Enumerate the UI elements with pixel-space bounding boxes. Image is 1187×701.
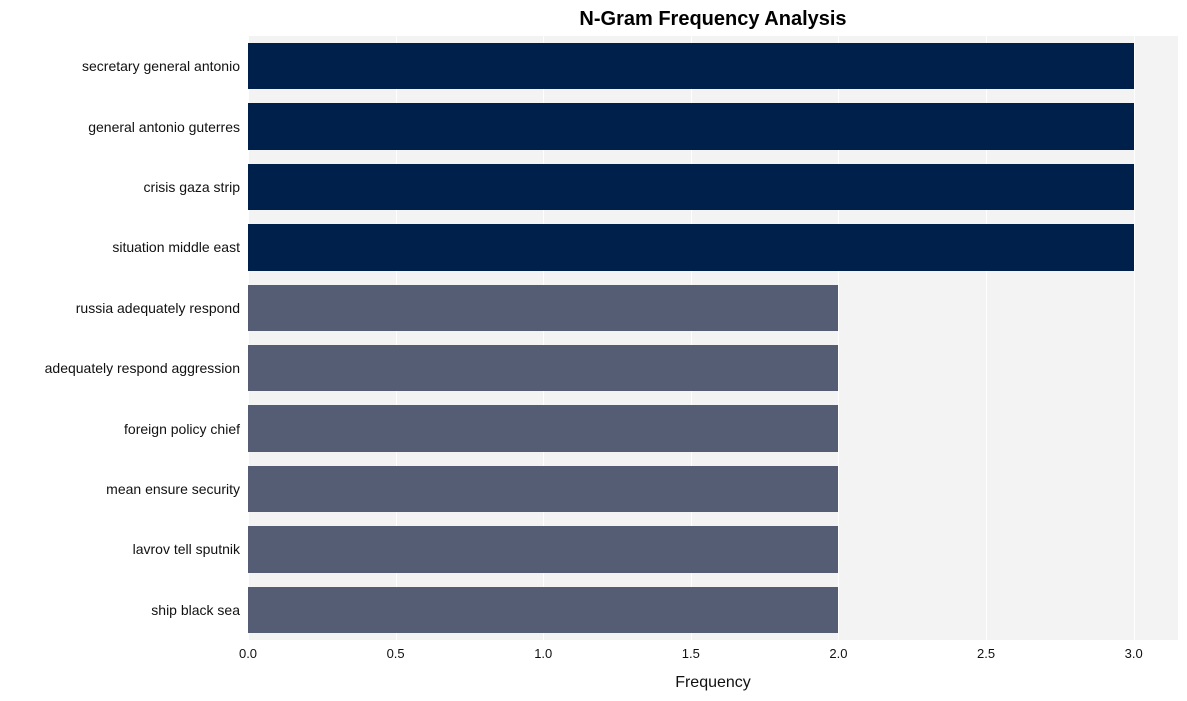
bar-row: general antonio guterres xyxy=(248,103,1178,150)
y-tick-label: situation middle east xyxy=(112,239,248,255)
x-tick-label: 3.0 xyxy=(1125,640,1143,661)
ngram-frequency-chart: N-Gram Frequency Analysis 0.00.51.01.52.… xyxy=(0,0,1187,701)
x-tick-label: 2.5 xyxy=(977,640,995,661)
x-tick-label: 0.5 xyxy=(387,640,405,661)
y-tick-label: mean ensure security xyxy=(106,481,248,497)
bar xyxy=(248,103,1134,150)
y-tick-label: foreign policy chief xyxy=(124,421,248,437)
bar xyxy=(248,405,838,452)
x-tick-label: 0.0 xyxy=(239,640,257,661)
y-tick-label: adequately respond aggression xyxy=(45,360,248,376)
y-tick-label: russia adequately respond xyxy=(76,300,248,316)
x-tick-label: 2.0 xyxy=(829,640,847,661)
x-tick-label: 1.5 xyxy=(682,640,700,661)
bar xyxy=(248,587,838,634)
chart-title: N-Gram Frequency Analysis xyxy=(248,8,1178,31)
bar xyxy=(248,285,838,332)
plot-area: 0.00.51.01.52.02.53.0secretary general a… xyxy=(248,36,1178,640)
y-tick-label: lavrov tell sputnik xyxy=(133,541,248,557)
bar-row: ship black sea xyxy=(248,587,1178,634)
bar-row: crisis gaza strip xyxy=(248,164,1178,211)
y-tick-label: general antonio guterres xyxy=(88,119,248,135)
bar xyxy=(248,466,838,513)
bar xyxy=(248,345,838,392)
bar-row: situation middle east xyxy=(248,224,1178,271)
y-tick-label: ship black sea xyxy=(151,602,248,618)
bar-row: secretary general antonio xyxy=(248,43,1178,90)
bar xyxy=(248,526,838,573)
bar-row: russia adequately respond xyxy=(248,285,1178,332)
bar-row: foreign policy chief xyxy=(248,405,1178,452)
x-tick-label: 1.0 xyxy=(534,640,552,661)
bar-row: mean ensure security xyxy=(248,466,1178,513)
bar xyxy=(248,43,1134,90)
bar-row: adequately respond aggression xyxy=(248,345,1178,392)
x-axis-title: Frequency xyxy=(248,674,1178,692)
bar-row: lavrov tell sputnik xyxy=(248,526,1178,573)
y-tick-label: crisis gaza strip xyxy=(144,179,248,195)
y-tick-label: secretary general antonio xyxy=(82,58,248,74)
bar xyxy=(248,164,1134,211)
bar xyxy=(248,224,1134,271)
